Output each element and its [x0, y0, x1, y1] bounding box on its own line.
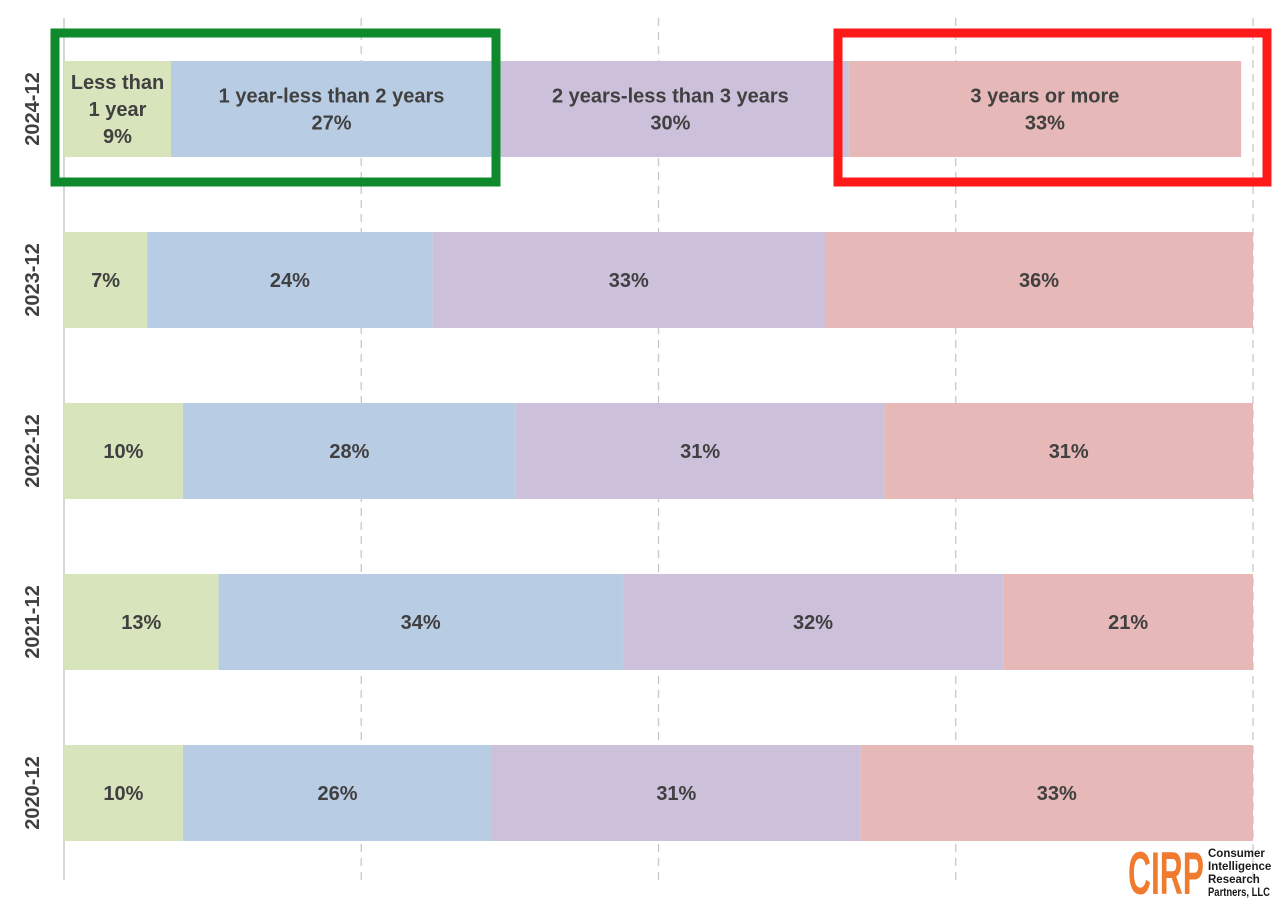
- bar-2023-12-y1_2: [147, 232, 433, 328]
- logo-line-1: Consumer: [1208, 848, 1265, 860]
- bar-2021-12-y1_2: [218, 574, 623, 670]
- bar-2024-12-lt1: [64, 61, 172, 157]
- bars: Less than 1 year 9% 1 year-less than 2 year…: [64, 61, 1253, 841]
- data-label-2024-12-y2_3-1: 30%: [650, 113, 690, 135]
- category-label-2021-12: 2021-12: [22, 585, 44, 658]
- bar-2020-12-y3p: [860, 745, 1253, 841]
- highlight-box-green: [50, 28, 501, 187]
- data-label-2022-12-y3p-0: 31%: [1049, 441, 1089, 463]
- bar-2021-12-lt1: [64, 574, 219, 670]
- bar-2023-12-y2_3: [432, 232, 825, 328]
- category-label-2022-12: 2022-12: [22, 414, 44, 487]
- logo-mark: CIRP: [1128, 840, 1204, 903]
- data-label-2024-12-y2_3-0: 2 years-less than 3 years: [552, 86, 789, 108]
- bar-2024-12-y1_2: [171, 61, 493, 157]
- data-label-2020-12-y3p-0: 33%: [1037, 783, 1077, 805]
- data-label-2023-12-lt1-0: 7%: [91, 270, 120, 292]
- data-label-2024-12-lt1-1: 1 year: [89, 99, 147, 121]
- category-label-2023-12: 2023-12: [22, 243, 44, 316]
- bar-2024-12-y3p: [848, 61, 1242, 157]
- data-label-2022-12-lt1-0: 10%: [103, 441, 143, 463]
- data-label-2024-12-lt1-2: 9%: [103, 126, 132, 148]
- data-label-2022-12-y1_2-0: 28%: [329, 441, 369, 463]
- data-label-2021-12-y2_3-0: 32%: [793, 612, 833, 634]
- bar-2022-12-y1_2: [182, 403, 516, 499]
- data-label-2023-12-y3p-0: 36%: [1019, 270, 1059, 292]
- bar-2020-12-y1_2: [182, 745, 493, 841]
- data-label-2020-12-lt1-0: 10%: [103, 783, 143, 805]
- category-label-2020-12: 2020-12: [22, 756, 44, 829]
- bar-2022-12-lt1: [64, 403, 183, 499]
- bar-2020-12-lt1: [64, 745, 183, 841]
- data-label-2024-12-lt1-0: Less than: [71, 72, 164, 94]
- bar-2021-12-y2_3: [622, 574, 1004, 670]
- highlight-box-red: [833, 28, 1272, 187]
- logo-line-4: Partners, LLC: [1208, 887, 1270, 899]
- highlight-boxes: [50, 28, 1272, 187]
- data-label-2024-12-y3p-1: 33%: [1025, 113, 1065, 135]
- bar-2020-12-y2_3: [492, 745, 861, 841]
- bar-2022-12-y3p: [884, 403, 1253, 499]
- category-labels: 2024-12 2023-12 2022-12 2021-12 2020-12: [22, 72, 44, 829]
- bar-2023-12-y3p: [824, 232, 1253, 328]
- data-label-2023-12-y1_2-0: 24%: [270, 270, 310, 292]
- data-label-2024-12-y1_2-0: 1 year-less than 2 years: [219, 86, 445, 108]
- data-label-2021-12-y3p-0: 21%: [1108, 612, 1148, 634]
- bar-2024-12-y2_3: [492, 61, 849, 157]
- logo-line-3: Research: [1208, 874, 1260, 886]
- data-label-2022-12-y2_3-0: 31%: [680, 441, 720, 463]
- logo-line-2: Intelligence: [1208, 861, 1271, 873]
- cirp-logo: CIRP Consumer Intelligence Research Part…: [1128, 840, 1271, 903]
- bar-2022-12-y2_3: [515, 403, 885, 499]
- bar-2021-12-y3p: [1003, 574, 1253, 670]
- data-label-2021-12-lt1-0: 13%: [121, 612, 161, 634]
- category-label-2024-12: 2024-12: [22, 72, 44, 145]
- data-label-2023-12-y2_3-0: 33%: [609, 270, 649, 292]
- bar-2023-12-lt1: [64, 232, 148, 328]
- data-label-2024-12-y1_2-1: 27%: [312, 113, 352, 135]
- data-label-2024-12-y3p-0: 3 years or more: [970, 86, 1119, 108]
- data-label-2020-12-y1_2-0: 26%: [317, 783, 357, 805]
- data-label-2021-12-y1_2-0: 34%: [401, 612, 441, 634]
- data-label-2020-12-y2_3-0: 31%: [656, 783, 696, 805]
